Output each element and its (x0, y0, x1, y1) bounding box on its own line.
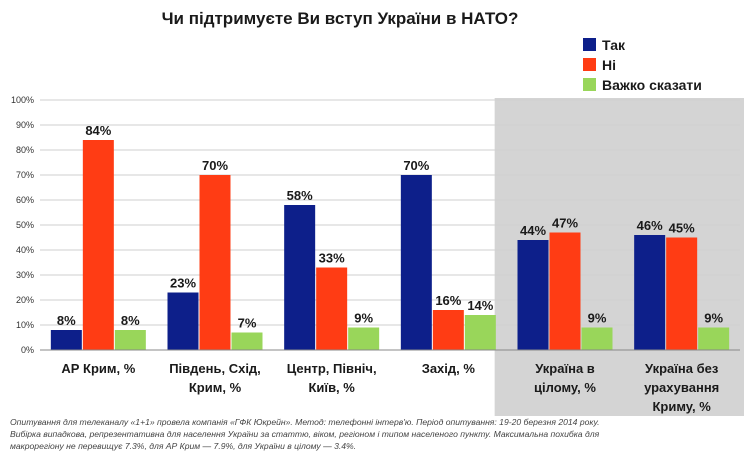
category-label: АР Крим, % (61, 361, 135, 376)
data-label: 46% (637, 218, 663, 233)
bar (517, 240, 549, 350)
y-tick-label: 90% (16, 120, 34, 130)
legend-swatch (583, 78, 596, 91)
data-label: 47% (552, 216, 578, 231)
y-tick-label: 30% (16, 270, 34, 280)
bar (231, 332, 263, 350)
data-label: 23% (170, 276, 196, 291)
bar (464, 315, 496, 350)
data-label: 9% (588, 311, 607, 326)
footnote-line-3: макрорегіону не перевищує 7.3%, для АР К… (10, 441, 357, 451)
bar (114, 330, 146, 350)
data-label: 8% (121, 313, 140, 328)
category-labels: АР Крим, % Південь, Схід, Крим, % Центр, Пі… (61, 361, 719, 414)
y-axis: 0% 10% 20% 30% 40% 50% 60% 70% 80% 90% 100% (11, 95, 34, 355)
category-label: Київ, % (308, 380, 355, 395)
chart: Чи підтримуєте Ви вступ України в НАТО? … (11, 9, 744, 416)
data-label: 9% (354, 311, 373, 326)
bar (432, 310, 464, 350)
data-label: 44% (520, 223, 546, 238)
bar (82, 140, 114, 350)
bar (348, 327, 380, 350)
category-label: Захід, % (422, 361, 476, 376)
bar (549, 232, 581, 350)
gridlines (40, 99, 740, 326)
bar (400, 175, 432, 350)
y-tick-label: 60% (16, 195, 34, 205)
bar (581, 327, 613, 350)
data-label: 70% (202, 158, 228, 173)
legend-label: Ні (602, 57, 616, 73)
legend-swatch (583, 38, 596, 51)
data-label: 33% (319, 251, 345, 266)
data-label: 58% (287, 188, 313, 203)
bar (199, 175, 231, 350)
category-label: Україна в (535, 361, 595, 376)
y-tick-label: 0% (21, 345, 34, 355)
bar (50, 330, 82, 350)
footnote-line-2: Вибірка випадкова, репрезентативна для н… (10, 429, 600, 439)
y-tick-label: 70% (16, 170, 34, 180)
legend: Так Ні Важко сказати (583, 37, 702, 93)
bars (50, 140, 730, 350)
data-label: 70% (403, 158, 429, 173)
category-label: Центр, Північ, (287, 361, 377, 376)
category-label: урахування (644, 380, 719, 395)
footnote-line-1: Опитування для телеканалу «1+1» провела … (10, 417, 600, 427)
data-label: 84% (85, 123, 111, 138)
legend-label: Так (602, 37, 626, 53)
y-tick-label: 50% (16, 220, 34, 230)
y-tick-label: 40% (16, 245, 34, 255)
data-label: 16% (435, 293, 461, 308)
bar (634, 235, 666, 350)
data-label: 8% (57, 313, 76, 328)
bar (698, 327, 730, 350)
y-tick-label: 100% (11, 95, 34, 105)
category-label: Крим, % (189, 380, 242, 395)
data-label: 7% (238, 316, 257, 331)
category-label: Криму, % (652, 399, 711, 414)
bar (167, 292, 199, 350)
y-tick-label: 10% (16, 320, 34, 330)
data-label: 14% (467, 298, 493, 313)
legend-label: Важко сказати (602, 77, 702, 93)
category-label: Південь, Схід, (169, 361, 261, 376)
y-tick-label: 80% (16, 145, 34, 155)
bar (666, 237, 698, 350)
bar (316, 267, 348, 350)
category-label: Україна без (645, 361, 719, 376)
chart-title: Чи підтримуєте Ви вступ України в НАТО? (162, 9, 519, 28)
data-label: 45% (669, 221, 695, 236)
data-label: 9% (704, 311, 723, 326)
legend-swatch (583, 58, 596, 71)
bar (284, 205, 316, 350)
footnote: Опитування для телеканалу «1+1» провела … (10, 416, 738, 452)
category-label: цілому, % (534, 380, 596, 395)
y-tick-label: 20% (16, 295, 34, 305)
data-labels: 8% 84% 8% 23% 70% 7% 58% 33% 9% 70% 16% 14% 44% 47% 9%… (57, 123, 724, 331)
